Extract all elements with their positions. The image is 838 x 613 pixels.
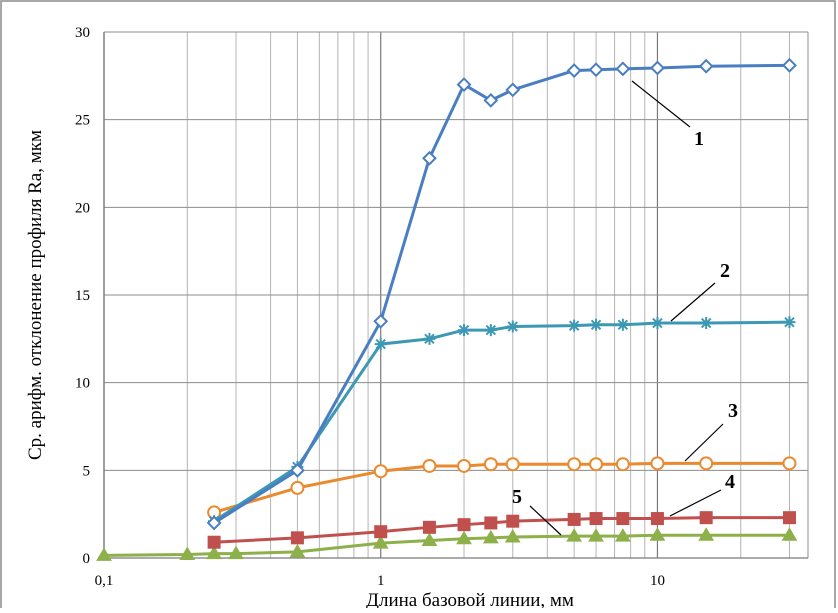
callout-label: 3: [728, 400, 738, 422]
data-point: [700, 317, 713, 330]
data-point: [290, 462, 305, 478]
data-point: [96, 547, 112, 561]
data-point: [588, 528, 604, 542]
data-point: [228, 545, 244, 560]
data-point: [505, 82, 521, 98]
data-point: [458, 324, 471, 337]
data-point: [483, 457, 498, 472]
data-point: [483, 92, 499, 108]
data-point: [423, 332, 436, 345]
data-point: [289, 543, 306, 558]
data-point: [782, 456, 797, 471]
data-point: [179, 546, 196, 560]
series: [96, 57, 798, 561]
data-point: [457, 518, 471, 532]
data-point: [568, 319, 581, 332]
data-point: [590, 318, 603, 331]
series-5: [96, 527, 798, 561]
y-tick-label: 5: [83, 463, 91, 479]
data-point: [422, 458, 437, 473]
data-point: [457, 458, 472, 473]
data-point: [589, 457, 604, 472]
series-line: [102, 533, 791, 557]
data-point: [615, 61, 631, 77]
y-tick-label: 25: [75, 113, 90, 129]
data-point: [615, 457, 630, 472]
data-point: [506, 320, 519, 333]
data-point: [506, 514, 520, 528]
series-4: [207, 511, 796, 549]
data-point: [650, 60, 665, 76]
callout-leader: [529, 505, 562, 536]
data-point: [616, 318, 629, 331]
data-point: [290, 480, 305, 495]
data-point: [649, 527, 666, 541]
data-point: [374, 338, 387, 351]
data-point: [456, 77, 472, 93]
data-point: [650, 456, 665, 471]
callout-leader: [669, 489, 722, 517]
x-axis-title: Длина базовой линии, мм: [366, 590, 574, 608]
data-point: [699, 456, 714, 471]
data-point: [484, 324, 497, 337]
y-tick-label: 0: [83, 551, 91, 567]
callout-label: 1: [694, 128, 704, 150]
data-point: [615, 528, 631, 542]
y-tick-label: 30: [75, 25, 90, 41]
data-point: [698, 58, 714, 74]
data-point: [781, 527, 798, 541]
data-point: [484, 516, 498, 530]
callout-leader: [684, 423, 724, 462]
callout-leader: [631, 80, 691, 128]
callouts: 1 2 3 4 5: [512, 80, 738, 536]
data-point: [505, 457, 520, 472]
x-tick-label: 1: [377, 573, 385, 589]
series-3: [207, 456, 797, 520]
labels: 0 5 10 15 20 25 30 0,1 1 10: [75, 25, 665, 589]
data-point: [782, 511, 796, 525]
callout-label: 4: [725, 471, 735, 493]
callout-leader: [670, 282, 716, 322]
data-point: [589, 512, 603, 526]
data-point: [373, 464, 388, 479]
data-point: [207, 535, 221, 549]
y-tick-label: 20: [75, 200, 90, 216]
data-point: [290, 531, 304, 545]
data-point: [372, 535, 389, 549]
data-point: [566, 528, 583, 542]
y-tick-label: 10: [75, 376, 90, 392]
data-point: [374, 525, 388, 539]
data-point: [373, 313, 389, 329]
data-point: [482, 529, 499, 544]
data-point: [588, 62, 604, 78]
y-axis-title: Ср. арифм. отклонение профиля Ra, мкм: [25, 130, 46, 460]
data-point: [650, 512, 664, 526]
data-point: [504, 528, 521, 543]
x-tick-label: 0,1: [95, 573, 114, 589]
data-point: [206, 545, 222, 560]
series-2: [208, 316, 796, 528]
data-point: [616, 512, 630, 526]
y-tick-label: 15: [75, 288, 90, 304]
data-point: [651, 317, 664, 330]
data-point: [456, 530, 472, 545]
data-point: [782, 57, 797, 73]
series-1: [206, 57, 797, 531]
x-tick-label: 10: [650, 573, 665, 589]
data-point: [567, 512, 581, 526]
data-point: [698, 527, 715, 541]
data-point: [422, 150, 437, 166]
data-point: [566, 63, 582, 78]
data-point: [422, 520, 436, 534]
data-point: [567, 457, 582, 472]
callout-label: 5: [512, 486, 522, 508]
data-point: [206, 515, 222, 531]
callout-label: 2: [720, 260, 730, 282]
data-point: [783, 316, 796, 329]
data-point: [421, 532, 438, 546]
data-point: [699, 511, 713, 525]
